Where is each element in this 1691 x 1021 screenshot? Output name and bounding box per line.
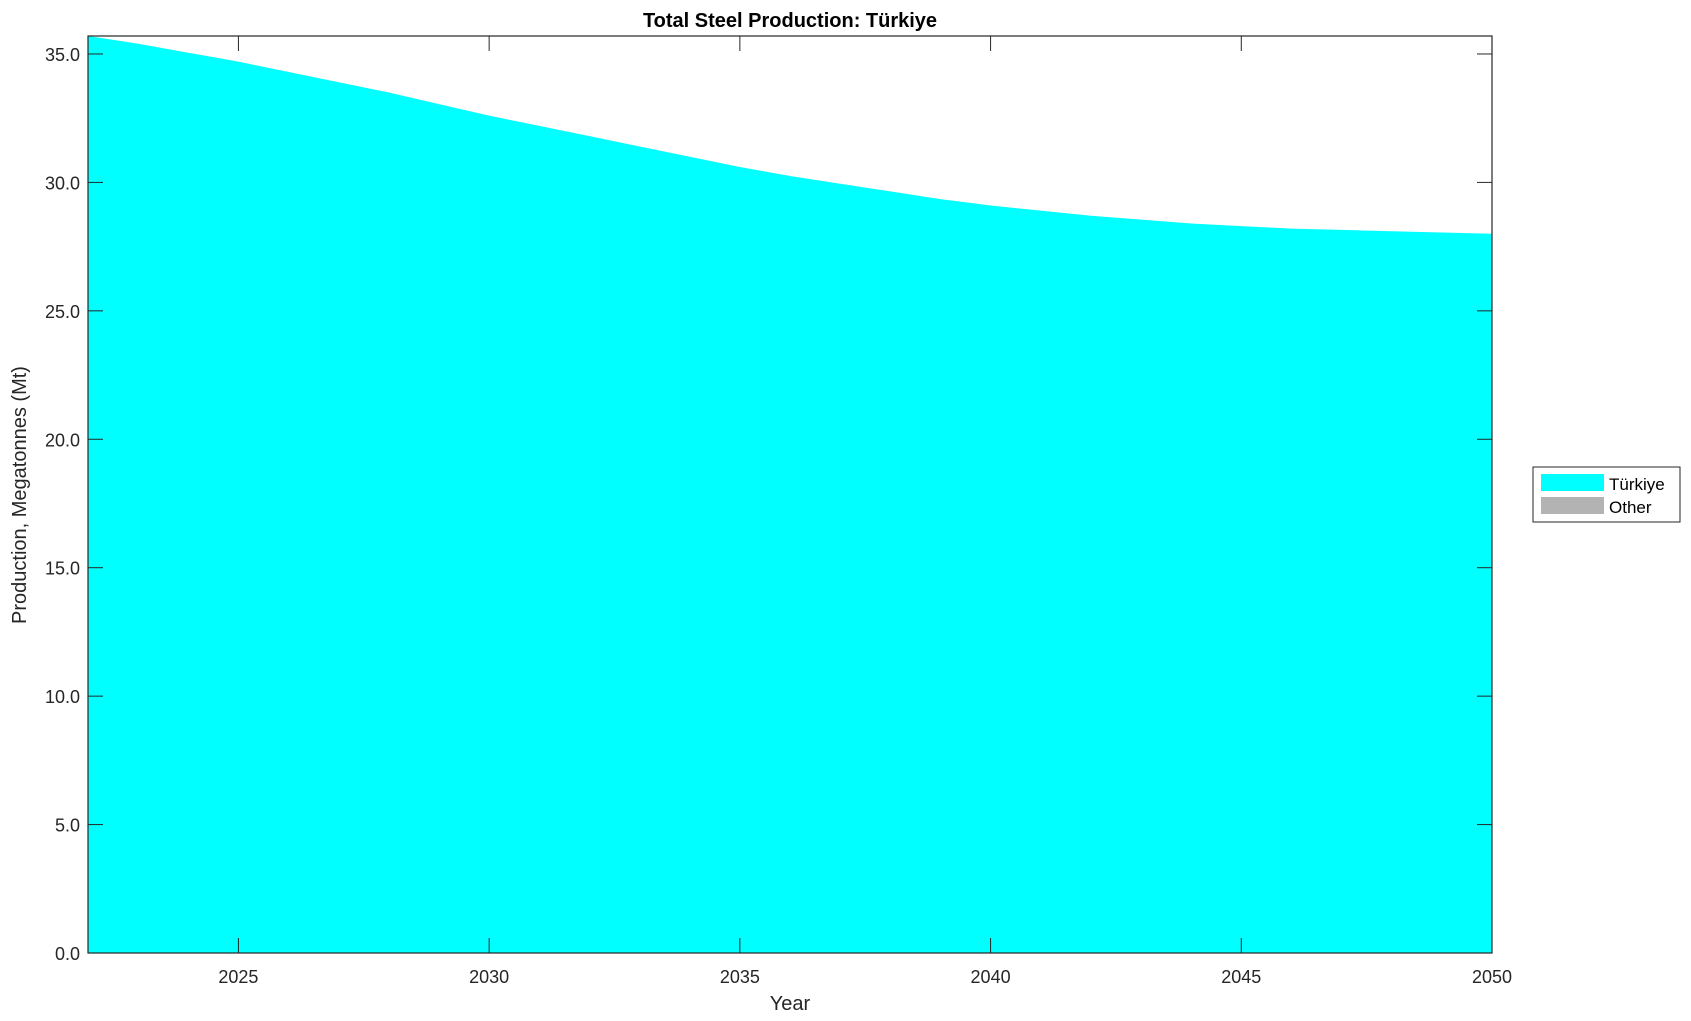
y-tick-label: 30.0 — [45, 173, 80, 193]
chart-title: Total Steel Production: Türkiye — [643, 10, 937, 32]
legend-label-turkiye: Türkiye — [1609, 475, 1665, 494]
legend-swatch-other — [1541, 497, 1604, 514]
y-tick-label: 20.0 — [45, 430, 80, 450]
y-tick-label: 5.0 — [55, 816, 80, 836]
legend: Türkiye Other — [1532, 466, 1681, 523]
x-tick-label: 2045 — [1221, 967, 1261, 987]
legend-label-other: Other — [1609, 498, 1652, 517]
x-tick-label: 2040 — [971, 967, 1011, 987]
y-tick-label: 25.0 — [45, 302, 80, 322]
y-tick-label: 0.0 — [55, 944, 80, 964]
x-tick-label: 2025 — [218, 967, 258, 987]
axes-layer: 2025 2030 2035 2040 2045 2050 0.0 5.0 10.0 15.0 20… — [45, 35, 1512, 987]
x-axis-label: Year — [770, 993, 811, 1015]
x-tick-label: 2050 — [1472, 967, 1512, 987]
y-tick-label: 15.0 — [45, 559, 80, 579]
areas-layer — [88, 36, 1492, 953]
area-trkiye — [88, 36, 1492, 953]
x-tick-label: 2035 — [720, 967, 760, 987]
y-axis-label: Production, Megatonnes (Mt) — [9, 366, 31, 624]
legend-swatch-turkiye — [1541, 474, 1604, 491]
x-tick-label: 2030 — [469, 967, 509, 987]
y-tick-label: 35.0 — [45, 45, 80, 65]
plot-frame — [87, 35, 1493, 954]
y-tick-label: 10.0 — [45, 687, 80, 707]
